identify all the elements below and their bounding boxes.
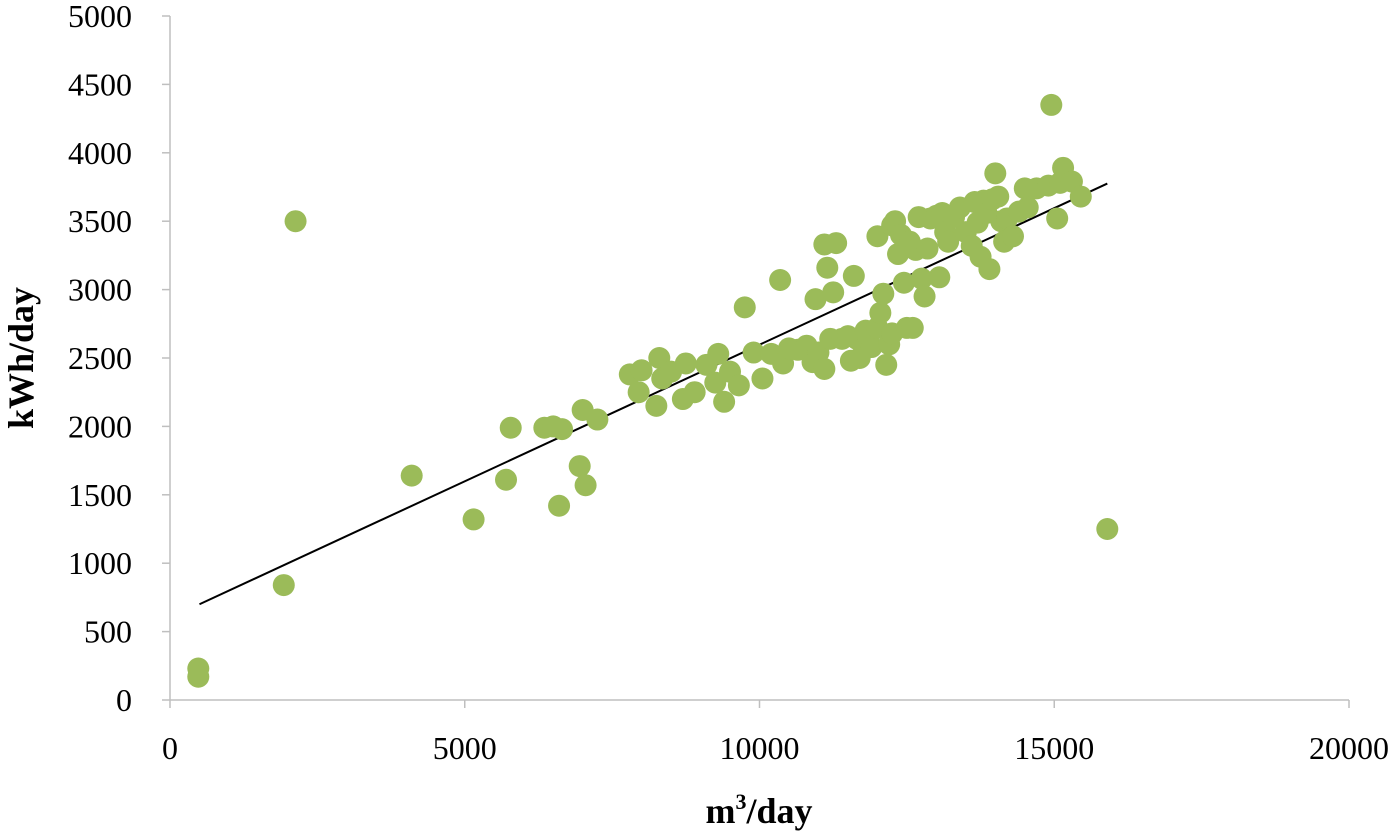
data-point (813, 357, 836, 380)
data-point (1046, 207, 1069, 230)
data-point (713, 390, 736, 413)
data-point (910, 267, 933, 290)
data-point (984, 162, 1007, 185)
data-point (574, 474, 597, 497)
data-point (1069, 185, 1092, 208)
y-tick-label: 0 (116, 682, 132, 718)
trendline-layer (199, 182, 1108, 606)
x-axis-title: m3/day (705, 789, 812, 831)
data-points (187, 93, 1119, 688)
x-axis-title-rest: /day (745, 791, 812, 831)
data-point (742, 341, 765, 364)
data-point (462, 508, 485, 531)
data-point (937, 230, 960, 253)
y-axis-title: kWh/day (1, 287, 41, 429)
data-point (499, 416, 522, 439)
data-point (495, 468, 518, 491)
data-point (769, 269, 792, 292)
data-point (586, 408, 609, 431)
data-point (707, 342, 730, 365)
y-tick-label: 3500 (68, 203, 132, 239)
data-point (913, 285, 936, 308)
data-point (987, 185, 1010, 208)
data-point (822, 281, 845, 304)
y-tick-label: 2000 (68, 408, 132, 444)
data-point (630, 359, 653, 382)
data-point (645, 394, 668, 417)
data-point (892, 271, 915, 294)
data-point (272, 574, 295, 597)
data-point (1016, 196, 1039, 219)
data-point (568, 455, 591, 478)
x-tick-label: 0 (162, 730, 178, 766)
data-point (548, 494, 571, 517)
x-tick-label: 20000 (1309, 730, 1389, 766)
data-point (727, 374, 750, 397)
data-point (627, 381, 650, 404)
data-point (901, 316, 924, 339)
x-tick-label: 5000 (433, 730, 497, 766)
data-point (1001, 225, 1024, 248)
ticks: 0 500 1000 1500 2000 2500 3000 3500 4000 4500 5000… (68, 0, 1389, 766)
data-point (683, 381, 706, 404)
trendline (199, 182, 1108, 606)
data-point (816, 256, 839, 279)
data-point (551, 418, 574, 441)
y-tick-label: 1500 (68, 477, 132, 513)
data-point (1040, 93, 1063, 116)
data-point (825, 232, 848, 255)
data-point (916, 237, 939, 260)
x-tick-label: 15000 (1014, 730, 1094, 766)
data-point (842, 264, 865, 287)
data-point (284, 210, 307, 233)
y-tick-label: 5000 (68, 0, 132, 34)
data-point (187, 665, 210, 688)
data-point (978, 258, 1001, 281)
y-tick-label: 4000 (68, 135, 132, 171)
data-point (1096, 518, 1119, 540)
data-point (872, 282, 895, 305)
data-point (400, 464, 423, 487)
data-point (875, 353, 898, 376)
data-point (860, 336, 883, 359)
data-point (751, 367, 774, 390)
y-tick-label: 3000 (68, 272, 132, 308)
x-axis-title-base: m (705, 791, 735, 831)
data-point (674, 352, 697, 375)
y-tick-label: 4500 (68, 66, 132, 102)
y-tick-label: 1000 (68, 545, 132, 581)
x-axis-title-superscript: 3 (735, 789, 746, 814)
y-tick-label: 500 (84, 614, 132, 650)
x-tick-label: 10000 (720, 730, 800, 766)
data-point (928, 266, 951, 289)
y-tick-label: 2500 (68, 340, 132, 376)
data-point (733, 296, 756, 319)
data-point (869, 301, 892, 324)
data-point (804, 288, 827, 311)
